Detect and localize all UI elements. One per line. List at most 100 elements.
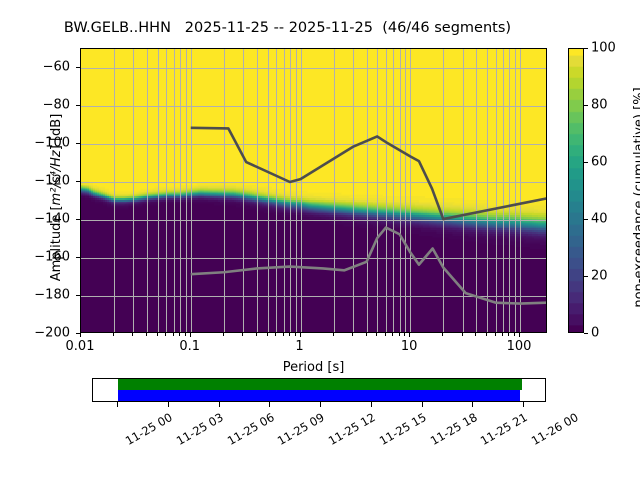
x-tick bbox=[294, 333, 296, 336]
time-tick-label: 11-25 15 bbox=[376, 410, 429, 448]
x-tick bbox=[282, 333, 284, 336]
x-tick bbox=[165, 333, 167, 336]
time-tick bbox=[117, 402, 118, 407]
x-tick-label: 0.1 bbox=[179, 339, 201, 354]
x-tick bbox=[299, 333, 301, 337]
x-tick bbox=[514, 333, 515, 336]
time-tick bbox=[370, 402, 372, 407]
y-tick bbox=[76, 295, 80, 296]
grid-line-vertical bbox=[276, 49, 278, 332]
y-tick bbox=[76, 333, 80, 334]
x-tick bbox=[275, 333, 277, 336]
grid-line-vertical bbox=[157, 49, 159, 332]
grid-line-vertical bbox=[180, 49, 182, 332]
time-tick bbox=[167, 402, 169, 407]
ppsd-axes bbox=[80, 48, 547, 333]
grid-line-vertical bbox=[352, 49, 354, 332]
x-tick bbox=[189, 333, 191, 337]
time-tick bbox=[421, 402, 423, 407]
y-tick-label: −100 bbox=[34, 135, 70, 151]
x-tick bbox=[365, 333, 367, 336]
time-tick-label: 11-25 03 bbox=[173, 410, 226, 448]
colorbar-tick-label: 60 bbox=[591, 154, 608, 170]
colorbar-tick-label: 100 bbox=[591, 40, 616, 56]
grid-line-vertical bbox=[393, 49, 395, 332]
time-tick bbox=[522, 402, 524, 407]
y-axis-title-units: m²/s⁴/Hz bbox=[49, 150, 64, 206]
y-tick-label: −160 bbox=[34, 249, 70, 265]
x-tick bbox=[351, 333, 353, 336]
y-axis-title-suffix: ] [dB] bbox=[49, 113, 64, 151]
noise-model-line-nlnm bbox=[190, 226, 546, 305]
grid-line-vertical bbox=[476, 49, 478, 332]
y-tick-label: −200 bbox=[34, 325, 70, 341]
time-tick-label: 11-25 18 bbox=[427, 410, 480, 448]
y-tick bbox=[76, 105, 80, 106]
x-tick bbox=[485, 333, 487, 336]
x-tick bbox=[376, 333, 378, 336]
plot-title: BW.GELB..HHN 2025-11-25 -- 2025-11-25 (4… bbox=[63, 20, 512, 36]
grid-line-vertical bbox=[190, 49, 192, 332]
grid-line-horizontal bbox=[81, 144, 546, 145]
grid-line-vertical bbox=[410, 49, 412, 332]
colorbar-tick-label: 0 bbox=[591, 325, 600, 341]
grid-line-horizontal bbox=[81, 296, 546, 297]
grid-line-vertical bbox=[283, 49, 285, 332]
colorbar-title: non-exceedance (cumulative) [%] bbox=[632, 87, 640, 308]
grid-line-vertical bbox=[405, 49, 407, 332]
y-tick-label: −80 bbox=[42, 97, 70, 113]
colorbar-tick bbox=[584, 162, 588, 163]
colorbar-tick-label: 20 bbox=[591, 268, 608, 284]
grid-line-vertical bbox=[223, 49, 225, 332]
time-tick-label: 11-25 21 bbox=[477, 410, 530, 448]
x-tick bbox=[156, 333, 158, 336]
grid-line-vertical bbox=[289, 49, 291, 332]
x-axis-title: Period [s] bbox=[282, 360, 345, 375]
grid-line-vertical bbox=[503, 49, 504, 332]
time-tick bbox=[218, 402, 220, 407]
x-tick bbox=[242, 333, 244, 336]
grid-line-vertical bbox=[147, 49, 149, 332]
x-tick bbox=[502, 333, 503, 336]
x-tick bbox=[146, 333, 148, 336]
x-tick bbox=[384, 333, 386, 336]
grid-line-horizontal bbox=[81, 68, 546, 69]
x-tick-label: 1 bbox=[295, 339, 304, 354]
time-tick-label: 11-25 06 bbox=[224, 410, 277, 448]
x-tick bbox=[442, 333, 444, 336]
time-tick bbox=[472, 402, 473, 407]
x-tick bbox=[461, 333, 463, 336]
x-tick bbox=[80, 333, 81, 337]
grid-line-horizontal bbox=[81, 182, 546, 183]
y-tick bbox=[76, 219, 80, 220]
noise-model-overlay bbox=[190, 126, 546, 305]
colorbar-tick bbox=[584, 48, 588, 49]
x-tick bbox=[255, 333, 257, 336]
y-tick-label: −180 bbox=[34, 287, 70, 303]
y-tick bbox=[76, 181, 80, 182]
grid-line-vertical bbox=[495, 49, 497, 332]
noise-model-line-nhnm bbox=[190, 126, 546, 221]
grid-line-horizontal bbox=[81, 258, 546, 259]
grid-line-vertical bbox=[300, 49, 302, 332]
x-tick bbox=[266, 333, 268, 336]
grid-line-vertical bbox=[133, 49, 135, 332]
y-axis-title-prefix: Amplitude [ bbox=[49, 205, 64, 282]
x-tick bbox=[398, 333, 400, 336]
grid-line-vertical bbox=[295, 49, 297, 332]
x-tick bbox=[404, 333, 406, 336]
colorbar-tick bbox=[584, 219, 588, 220]
y-tick bbox=[76, 143, 80, 144]
coverage-strip bbox=[92, 378, 546, 402]
grid-line-vertical bbox=[256, 49, 258, 332]
grid-line-vertical bbox=[520, 49, 521, 332]
y-axis-title: Amplitude [m²/s⁴/Hz] [dB] bbox=[49, 55, 64, 340]
grid-line-horizontal bbox=[81, 220, 546, 221]
grid-line-horizontal bbox=[81, 106, 546, 107]
x-tick bbox=[222, 333, 224, 336]
x-tick bbox=[519, 333, 520, 337]
grid-line-vertical bbox=[173, 49, 175, 332]
y-tick-label: −120 bbox=[34, 173, 70, 189]
time-tick-label: 11-25 09 bbox=[274, 410, 327, 448]
x-tick bbox=[409, 333, 411, 337]
